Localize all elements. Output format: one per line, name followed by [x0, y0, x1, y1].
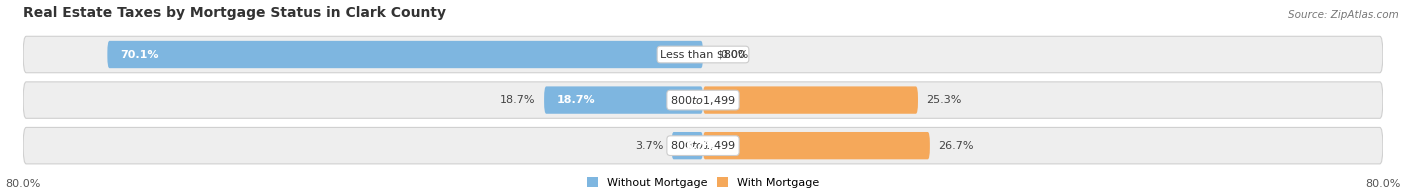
- Text: $800 to $1,499: $800 to $1,499: [671, 139, 735, 152]
- Text: $800 to $1,499: $800 to $1,499: [671, 94, 735, 107]
- FancyBboxPatch shape: [544, 86, 703, 114]
- Text: Less than $800: Less than $800: [661, 50, 745, 59]
- Legend: Without Mortgage, With Mortgage: Without Mortgage, With Mortgage: [588, 177, 818, 188]
- Text: 18.7%: 18.7%: [557, 95, 596, 105]
- Text: 18.7%: 18.7%: [501, 95, 536, 105]
- Text: 0.0%: 0.0%: [720, 50, 748, 59]
- FancyBboxPatch shape: [672, 132, 703, 159]
- FancyBboxPatch shape: [24, 36, 1382, 73]
- FancyBboxPatch shape: [107, 41, 703, 68]
- FancyBboxPatch shape: [24, 82, 1382, 118]
- Text: 26.7%: 26.7%: [938, 141, 974, 151]
- FancyBboxPatch shape: [24, 127, 1382, 164]
- Text: 25.3%: 25.3%: [927, 95, 962, 105]
- Text: 3.7%: 3.7%: [685, 141, 716, 151]
- Text: Real Estate Taxes by Mortgage Status in Clark County: Real Estate Taxes by Mortgage Status in …: [24, 5, 446, 20]
- Text: Source: ZipAtlas.com: Source: ZipAtlas.com: [1288, 10, 1399, 20]
- FancyBboxPatch shape: [703, 86, 918, 114]
- Text: 3.7%: 3.7%: [634, 141, 664, 151]
- Text: 70.1%: 70.1%: [120, 50, 159, 59]
- FancyBboxPatch shape: [703, 132, 929, 159]
